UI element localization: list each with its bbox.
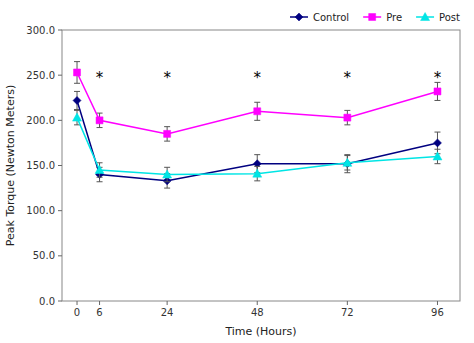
x-tick (257, 301, 258, 305)
y-axis-label: Peak Torque (Newton Meters) (4, 85, 17, 246)
data-point (73, 96, 81, 104)
error-bar-cap (164, 167, 170, 168)
x-tick-label: 48 (251, 307, 264, 318)
plot-frame (62, 30, 460, 301)
data-point (95, 166, 104, 174)
x-tick (347, 301, 348, 305)
y-tick (58, 255, 62, 256)
error-bar-cap (164, 188, 170, 189)
y-tick-label: 150.0 (26, 160, 55, 171)
data-point (434, 88, 441, 95)
error-bar-cap (97, 181, 103, 182)
data-point (253, 169, 262, 177)
legend-item: Post (416, 12, 460, 23)
error-bar-cap (434, 163, 440, 164)
y-tick-label: 300.0 (26, 25, 55, 36)
error-bar-cap (344, 155, 350, 156)
legend-item: Pre (363, 12, 402, 23)
error-bar (254, 102, 260, 120)
data-point (96, 117, 103, 124)
x-tick (167, 301, 168, 305)
error-bar-cap (254, 154, 260, 155)
error-bar-cap (164, 126, 170, 127)
data-point (433, 139, 441, 147)
data-point (344, 114, 351, 121)
y-tick (58, 30, 62, 31)
error-bar-cap (434, 149, 440, 150)
error-bar-cap (74, 83, 80, 84)
x-tick-label: 6 (96, 307, 102, 318)
x-tick (437, 301, 438, 305)
x-tick (77, 301, 78, 305)
x-tick-label: 96 (431, 307, 444, 318)
error-bar-cap (97, 177, 103, 178)
error-bar (164, 127, 170, 141)
legend-label: Pre (386, 12, 402, 23)
error-bar-cap (344, 172, 350, 173)
y-tick-label: 200.0 (26, 115, 55, 126)
error-bar-cap (434, 100, 440, 101)
data-point (254, 108, 261, 115)
error-bar-cap (74, 124, 80, 125)
y-tick (58, 301, 62, 302)
error-bar-cap (97, 162, 103, 163)
annotation: * (96, 69, 104, 87)
error-bar-cap (164, 141, 170, 142)
error-bar-cap (254, 166, 260, 167)
y-tick-label: 0.0 (39, 296, 55, 307)
data-point (74, 69, 81, 76)
error-bar-cap (344, 124, 350, 125)
error-bar (344, 110, 350, 124)
x-tick-label: 0 (74, 307, 80, 318)
legend: Control Pre Post (290, 12, 460, 23)
y-tick (58, 165, 62, 166)
y-tick (58, 75, 62, 76)
legend-item: Control (290, 12, 349, 23)
legend-marker (295, 13, 303, 21)
data-point (73, 113, 82, 121)
error-bar-cap (74, 110, 80, 111)
annotation: * (163, 69, 171, 87)
x-tick-label: 72 (341, 307, 354, 318)
error-bar (74, 62, 80, 84)
x-axis-label: Time (Hours) (224, 325, 296, 338)
data-point (343, 158, 352, 166)
error-bar-cap (97, 113, 103, 114)
data-point (163, 170, 172, 178)
y-tick-label: 50.0 (33, 250, 55, 261)
annotation: * (253, 69, 261, 87)
y-tick (58, 210, 62, 211)
data-point (433, 152, 442, 160)
chart: 0.0 50.0 100.0 150.0 200.0 250.0 300.0 0 6 24 48 72… (0, 0, 474, 343)
series-line (77, 100, 437, 180)
error-bar-cap (74, 91, 80, 92)
x-tick (99, 301, 100, 305)
error-bar-cap (97, 127, 103, 128)
y-tick (58, 120, 62, 121)
error-bar-cap (434, 132, 440, 133)
error-bar-cap (344, 170, 350, 171)
data-point (164, 130, 171, 137)
plot-data (73, 62, 442, 188)
legend-marker (421, 13, 430, 21)
y-tick-label: 100.0 (26, 205, 55, 216)
x-tick-label: 24 (161, 307, 174, 318)
error-bar-cap (344, 154, 350, 155)
error-bar-cap (164, 181, 170, 182)
error-bar-cap (254, 180, 260, 181)
data-point (253, 160, 261, 168)
series-line (77, 118, 437, 175)
annotation: * (434, 69, 442, 87)
annotation: * (344, 69, 352, 87)
legend-marker (369, 14, 376, 21)
legend-label: Control (313, 12, 349, 23)
error-bar-cap (254, 120, 260, 121)
error-bar-cap (344, 110, 350, 111)
error-bar-cap (74, 61, 80, 62)
legend-label: Post (439, 12, 460, 23)
error-bar-cap (254, 102, 260, 103)
y-tick-label: 250.0 (26, 70, 55, 81)
